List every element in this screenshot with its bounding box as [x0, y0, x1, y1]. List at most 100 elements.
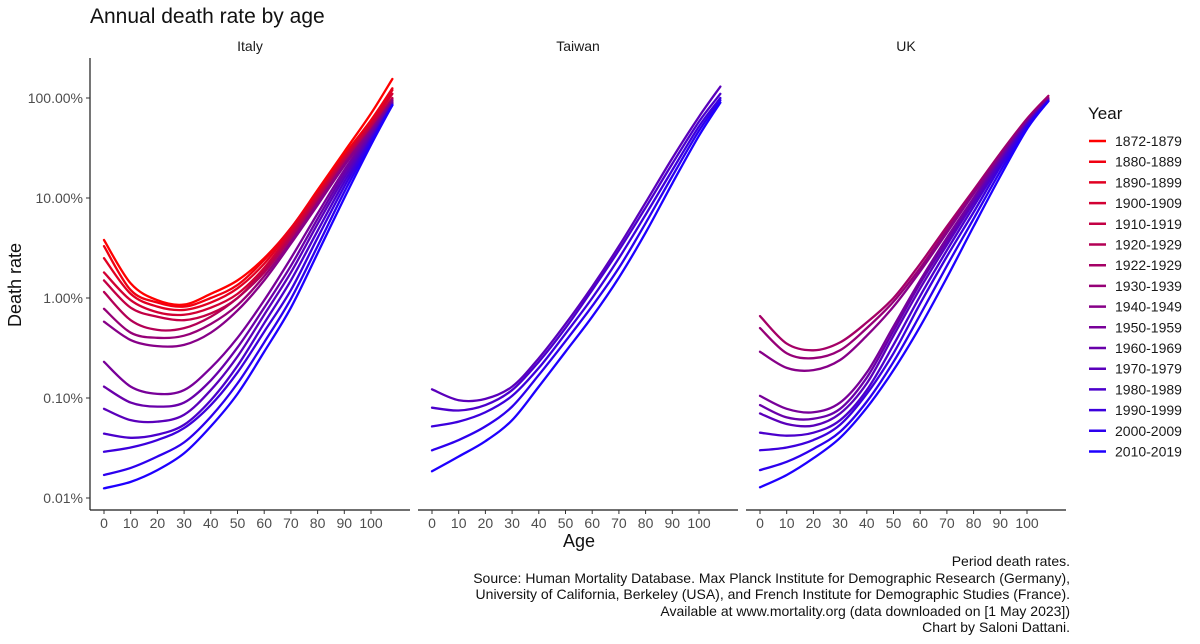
- x-tick-label: 30: [832, 515, 848, 531]
- x-tick-label: 70: [611, 515, 627, 531]
- series-line-1980-1989: [758, 99, 1050, 437]
- x-tick-label: 60: [584, 515, 600, 531]
- legend-label: 1890-1899: [1115, 174, 1182, 190]
- series-line-2010-2019: [102, 103, 394, 490]
- legend-item: 1872-1879: [1089, 133, 1182, 149]
- x-tick-label: 20: [806, 515, 822, 531]
- series-line-1900-1909: [102, 92, 394, 317]
- legend-item: 1910-1919: [1089, 216, 1182, 232]
- series-line-1930-1939: [102, 99, 394, 340]
- x-tick-label: 80: [638, 515, 654, 531]
- x-tick-label: 10: [779, 515, 795, 531]
- legend-item: 1970-1979: [1089, 361, 1182, 377]
- series-line-1930-1939: [758, 96, 1050, 360]
- series-line-2000-2009: [758, 100, 1050, 472]
- legend: Year 1872-1879 1880-1889 1890-1899 1900-190…: [1088, 104, 1182, 460]
- caption-line: University of California, Berkeley (USA)…: [475, 586, 1070, 602]
- x-tick-label: 50: [886, 515, 902, 531]
- chart-title: Annual death rate by age: [90, 5, 325, 28]
- caption-line: Chart by Saloni Dattani.: [922, 619, 1070, 635]
- series-line-1990-1999: [430, 96, 722, 428]
- legend-item: 2000-2009: [1089, 423, 1182, 439]
- series-line-1950-1959: [102, 101, 394, 396]
- caption-line: Source: Human Mortality Database. Max Pl…: [473, 569, 1070, 586]
- series-line-1872-1879: [102, 77, 394, 306]
- x-tick-label: 0: [100, 515, 108, 531]
- y-tick-label: 1.00%: [43, 290, 83, 306]
- legend-label: 1920-1929: [1115, 237, 1182, 253]
- x-tick-label: 40: [203, 515, 219, 531]
- x-tick-label: 20: [150, 515, 166, 531]
- panel-title: Italy: [237, 38, 263, 54]
- legend-title: Year: [1088, 104, 1123, 123]
- series-line-2010-2019: [430, 101, 722, 473]
- x-tick-label: 50: [230, 515, 246, 531]
- x-tick-label: 100: [1015, 515, 1039, 531]
- legend-label: 1900-1909: [1115, 195, 1182, 211]
- x-tick-label: 10: [451, 515, 467, 531]
- y-tick-label: 100.00%: [28, 90, 83, 106]
- series-line-1990-1999: [102, 103, 394, 453]
- series-line-1940-1949: [758, 97, 1050, 372]
- x-tick-label: 100: [687, 515, 711, 531]
- legend-item: 1920-1929: [1089, 237, 1182, 253]
- panel-uk: UK 0 10 20 30 40 50 60 70 80 90 100: [746, 38, 1066, 531]
- caption-line: Period death rates.: [951, 553, 1070, 569]
- panel-title: Taiwan: [556, 38, 600, 54]
- x-tick-label: 40: [531, 515, 547, 531]
- legend-label: 1980-1989: [1115, 381, 1182, 397]
- legend-item: 1960-1969: [1089, 340, 1182, 356]
- legend-label: 1960-1969: [1115, 340, 1182, 356]
- x-tick-label: 90: [665, 515, 681, 531]
- x-axis-label: Age: [563, 531, 595, 551]
- legend-item: 1900-1909: [1089, 195, 1182, 211]
- x-tick-label: 60: [256, 515, 272, 531]
- legend-label: 1910-1919: [1115, 216, 1182, 232]
- y-tick-label: 10.00%: [36, 190, 83, 206]
- series-line-1970-1979: [102, 103, 394, 424]
- caption-line: Available at www.mortality.org (data dow…: [660, 602, 1070, 619]
- legend-item: 1940-1949: [1089, 299, 1182, 315]
- series-line-1910-1919: [102, 96, 394, 322]
- series-line-1960-1969: [102, 102, 394, 408]
- panel-title: UK: [896, 38, 916, 54]
- legend-label: 1930-1939: [1115, 278, 1182, 294]
- series-line-1940-1949: [102, 100, 394, 348]
- x-tick-label: 70: [939, 515, 955, 531]
- legend-label: 2010-2019: [1115, 444, 1182, 460]
- x-tick-label: 20: [478, 515, 494, 531]
- legend-label: 1880-1889: [1115, 154, 1182, 170]
- legend-item: 1950-1959: [1089, 319, 1182, 335]
- x-tick-label: 50: [558, 515, 574, 531]
- x-tick-label: 90: [993, 515, 1009, 531]
- x-tick-label: 30: [176, 515, 192, 531]
- legend-label: 1950-1959: [1115, 319, 1182, 335]
- series-line-2000-2009: [430, 99, 722, 452]
- legend-label: 1922-1929: [1115, 257, 1182, 273]
- legend-label: 1872-1879: [1115, 133, 1182, 149]
- legend-item: 1990-1999: [1089, 402, 1182, 418]
- legend-label: 2000-2009: [1115, 423, 1182, 439]
- x-tick-label: 60: [912, 515, 928, 531]
- legend-item: 1880-1889: [1089, 154, 1182, 170]
- x-tick-label: 90: [337, 515, 353, 531]
- x-tick-label: 40: [859, 515, 875, 531]
- legend-label: 1970-1979: [1115, 361, 1182, 377]
- y-tick-label: 0.10%: [43, 390, 83, 406]
- x-tick-label: 30: [504, 515, 520, 531]
- legend-item: 1890-1899: [1089, 174, 1182, 190]
- legend-label: 1940-1949: [1115, 299, 1182, 315]
- x-tick-label: 10: [123, 515, 139, 531]
- series-line-1990-1999: [758, 100, 1050, 452]
- series-line-2000-2009: [102, 103, 394, 477]
- x-tick-label: 70: [283, 515, 299, 531]
- series-line-1970-1979: [430, 85, 722, 403]
- series-line-1920-1929: [102, 97, 394, 332]
- legend-item: 1922-1929: [1089, 257, 1182, 273]
- series-line-2010-2019: [758, 100, 1050, 489]
- legend-label: 1990-1999: [1115, 402, 1182, 418]
- series-line-1980-1989: [430, 92, 722, 412]
